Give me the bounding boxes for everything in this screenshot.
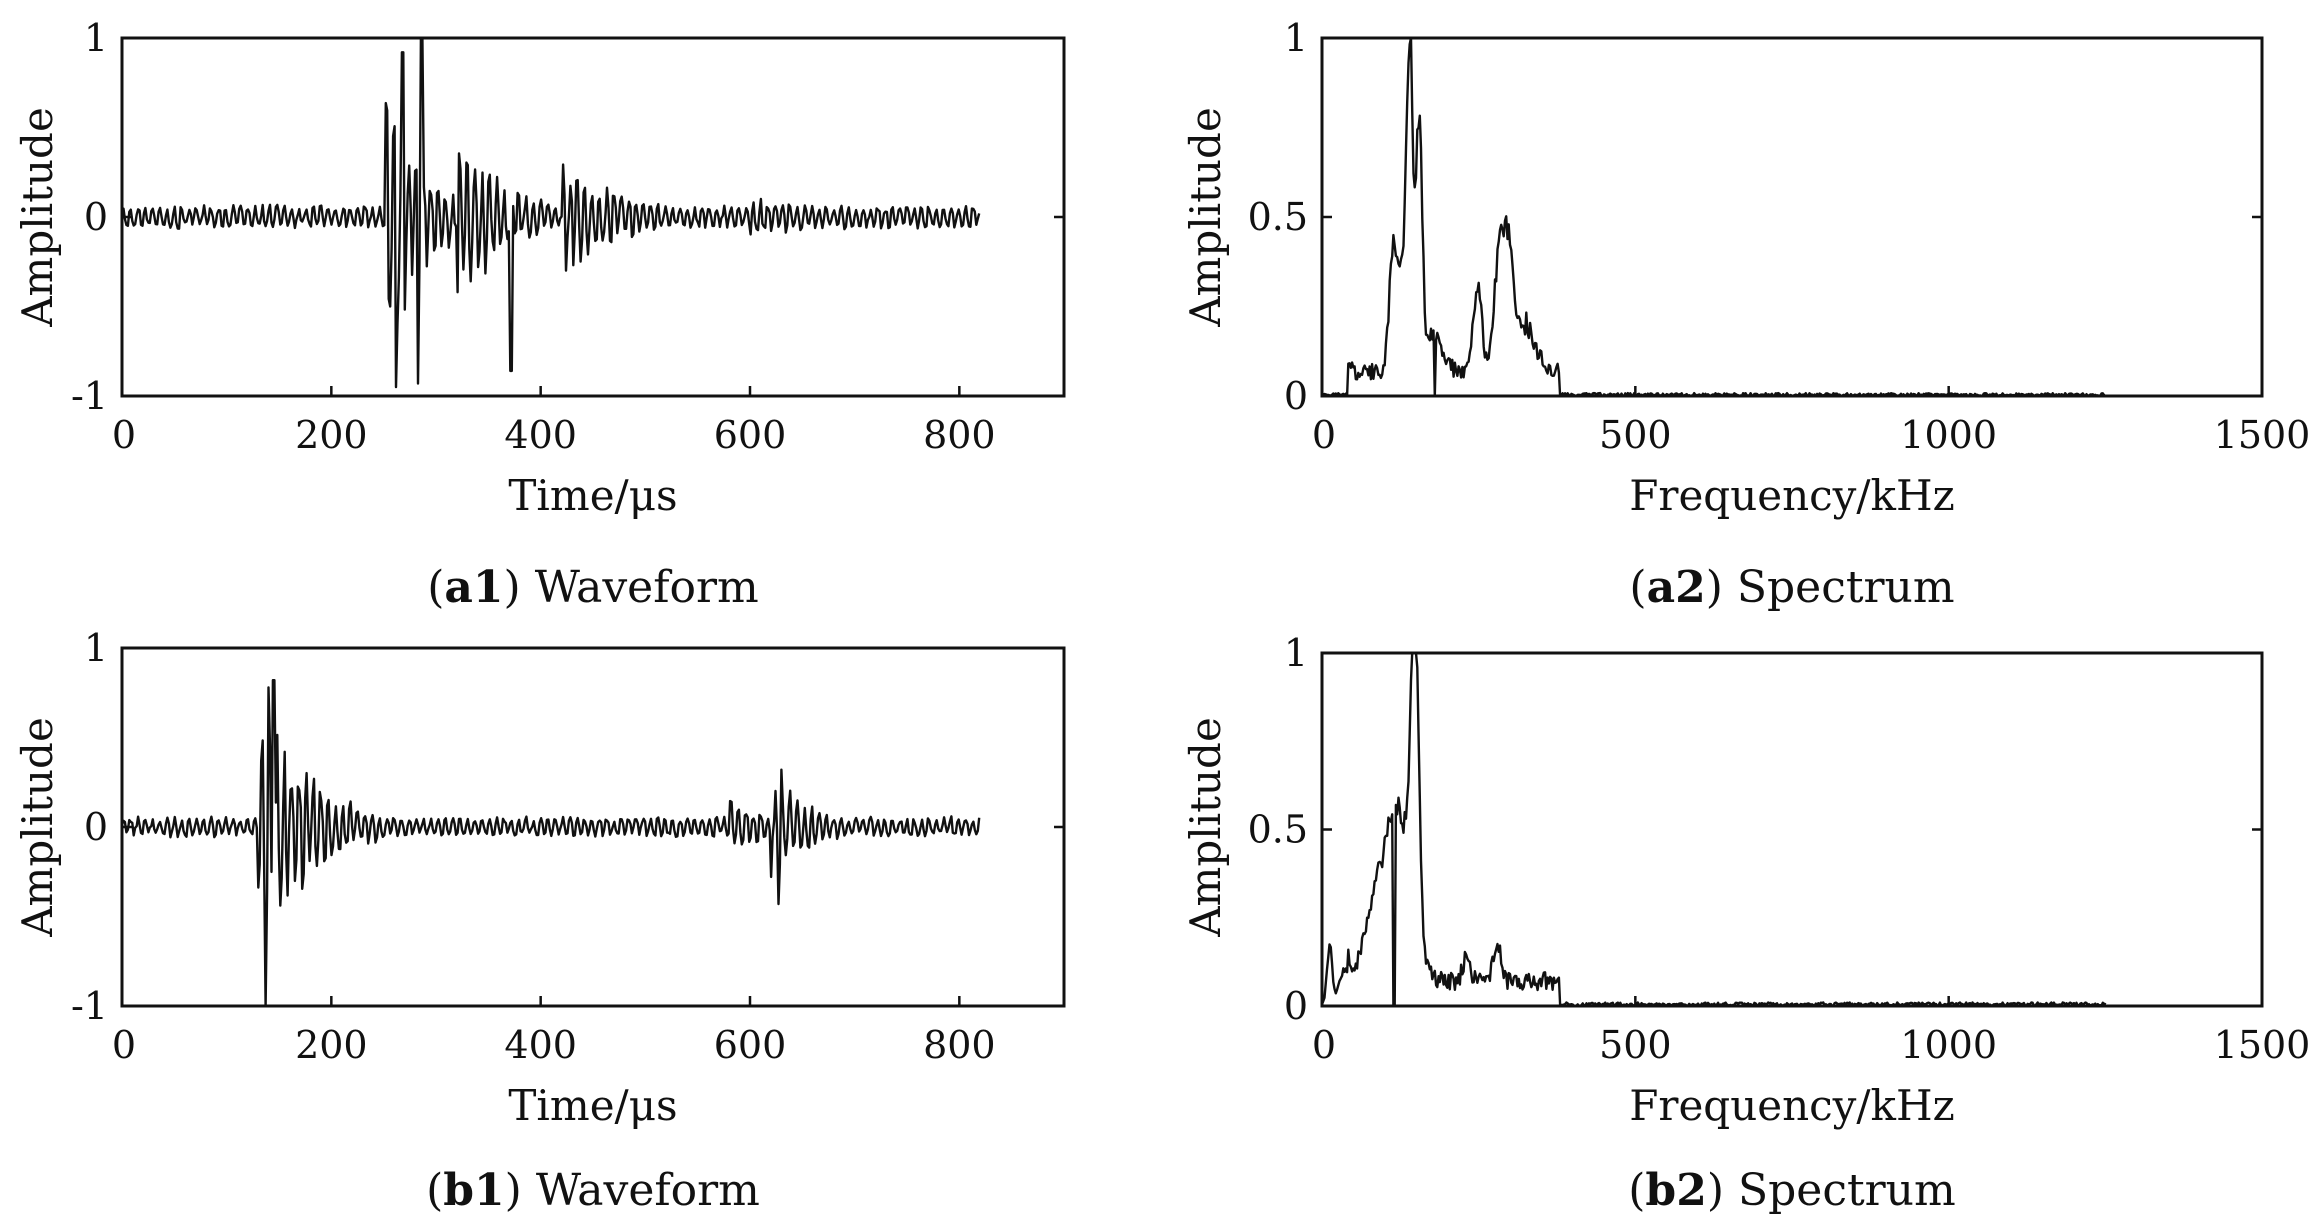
a2-caption: (a2) Spectrum <box>1629 562 1954 613</box>
b2-y-tick-label: 0 <box>1284 984 1308 1028</box>
a1-x-tick-label: 200 <box>295 413 368 457</box>
a1-caption: (a1) Waveform <box>427 562 759 613</box>
b2-ticks: 0 500 1000 1500 0 0.5 1 <box>1248 631 2311 1067</box>
a1-y-tick-label: -1 <box>71 374 108 418</box>
b1-caption: (b1) Waveform <box>426 1165 760 1216</box>
b1-caption-text: Waveform <box>536 1165 760 1216</box>
b1-x-axis-label: Time/μs <box>508 1081 677 1130</box>
a2-y-axis-label: Amplitude <box>1181 107 1230 328</box>
b1-ticks: 0 200 400 600 800-101 <box>71 626 1064 1067</box>
a1-ticks: 0 200 400 600 800-101 <box>71 16 1064 457</box>
b2-x-tick-label: 1500 <box>2214 1023 2311 1067</box>
b2-caption: (b2) Spectrum <box>1628 1165 1955 1216</box>
b2-y-tick-label: 1 <box>1284 631 1308 675</box>
b1-x-tick-label: 400 <box>504 1023 577 1067</box>
b1-x-tick-label: 200 <box>295 1023 368 1067</box>
b1-x-tick-label: 600 <box>714 1023 787 1067</box>
a2-x-tick-label: 0 <box>1312 413 1336 457</box>
a2-x-tick-label: 1500 <box>2214 413 2311 457</box>
a2-plot-frame <box>1320 36 2264 398</box>
b2-y-tick-label: 0.5 <box>1248 808 1308 852</box>
panel-a2-spectrum: 0 500 1000 1500 0 0.5 1 Frequency/kHz Amplitud… <box>1181 16 2310 613</box>
a1-x-tick-label: 800 <box>923 413 996 457</box>
a2-y-tick-label: 0 <box>1284 374 1308 418</box>
a1-x-tick-label: 0 <box>112 413 136 457</box>
a2-y-tick-label: 0.5 <box>1248 195 1308 239</box>
a1-waveform-trace <box>120 36 981 389</box>
b1-y-axis-label: Amplitude <box>13 717 62 938</box>
a2-x-tick-label: 500 <box>1599 413 1672 457</box>
b2-spectrum-trace <box>1320 651 2107 1008</box>
b1-y-tick-label: 0 <box>84 805 108 849</box>
b2-x-tick-label: 0 <box>1312 1023 1336 1067</box>
a2-y-tick-label: 1 <box>1284 16 1308 60</box>
b2-plot-frame <box>1320 651 2264 1008</box>
b1-y-tick-label: -1 <box>71 984 108 1028</box>
panel-b2-spectrum: 0 500 1000 1500 0 0.5 1 Frequency/kHz Amplitud… <box>1181 631 2310 1216</box>
b2-caption-text: Spectrum <box>1738 1165 1956 1216</box>
a1-caption-label: a1 <box>444 562 503 613</box>
b2-x-tick-label: 500 <box>1599 1023 1672 1067</box>
a1-y-tick-label: 1 <box>84 16 108 60</box>
a2-x-tick-label: 1000 <box>1900 413 1997 457</box>
a1-y-axis-label: Amplitude <box>13 107 62 328</box>
a1-x-axis-label: Time/μs <box>508 471 677 520</box>
a2-caption-label: a2 <box>1647 562 1706 613</box>
a2-x-axis-label: Frequency/kHz <box>1629 471 1955 520</box>
a1-x-tick-label: 600 <box>714 413 787 457</box>
a1-y-tick-label: 0 <box>84 195 108 239</box>
b1-x-tick-label: 800 <box>923 1023 996 1067</box>
b1-y-tick-label: 1 <box>84 626 108 670</box>
b2-y-axis-label: Amplitude <box>1181 717 1230 938</box>
a2-ticks: 0 500 1000 1500 0 0.5 1 <box>1248 16 2311 457</box>
b1-x-tick-label: 0 <box>112 1023 136 1067</box>
a2-spectrum-trace <box>1321 36 2107 398</box>
a1-x-tick-label: 400 <box>504 413 577 457</box>
a2-caption-text: Spectrum <box>1737 562 1955 613</box>
b1-waveform-trace <box>120 679 981 1008</box>
b2-x-tick-label: 1000 <box>1900 1023 1997 1067</box>
b2-x-axis-label: Frequency/kHz <box>1629 1081 1955 1130</box>
b1-caption-label: b1 <box>443 1165 504 1216</box>
b2-caption-label: b2 <box>1645 1165 1706 1216</box>
a1-caption-text: Waveform <box>535 562 759 613</box>
panel-b1-waveform: 0 200 400 600 800-101 Time/μs Amplitude (b1)… <box>13 626 1066 1216</box>
panel-a1-waveform: 0 200 400 600 800-101 Time/μs Amplitude (a1)… <box>13 16 1066 613</box>
